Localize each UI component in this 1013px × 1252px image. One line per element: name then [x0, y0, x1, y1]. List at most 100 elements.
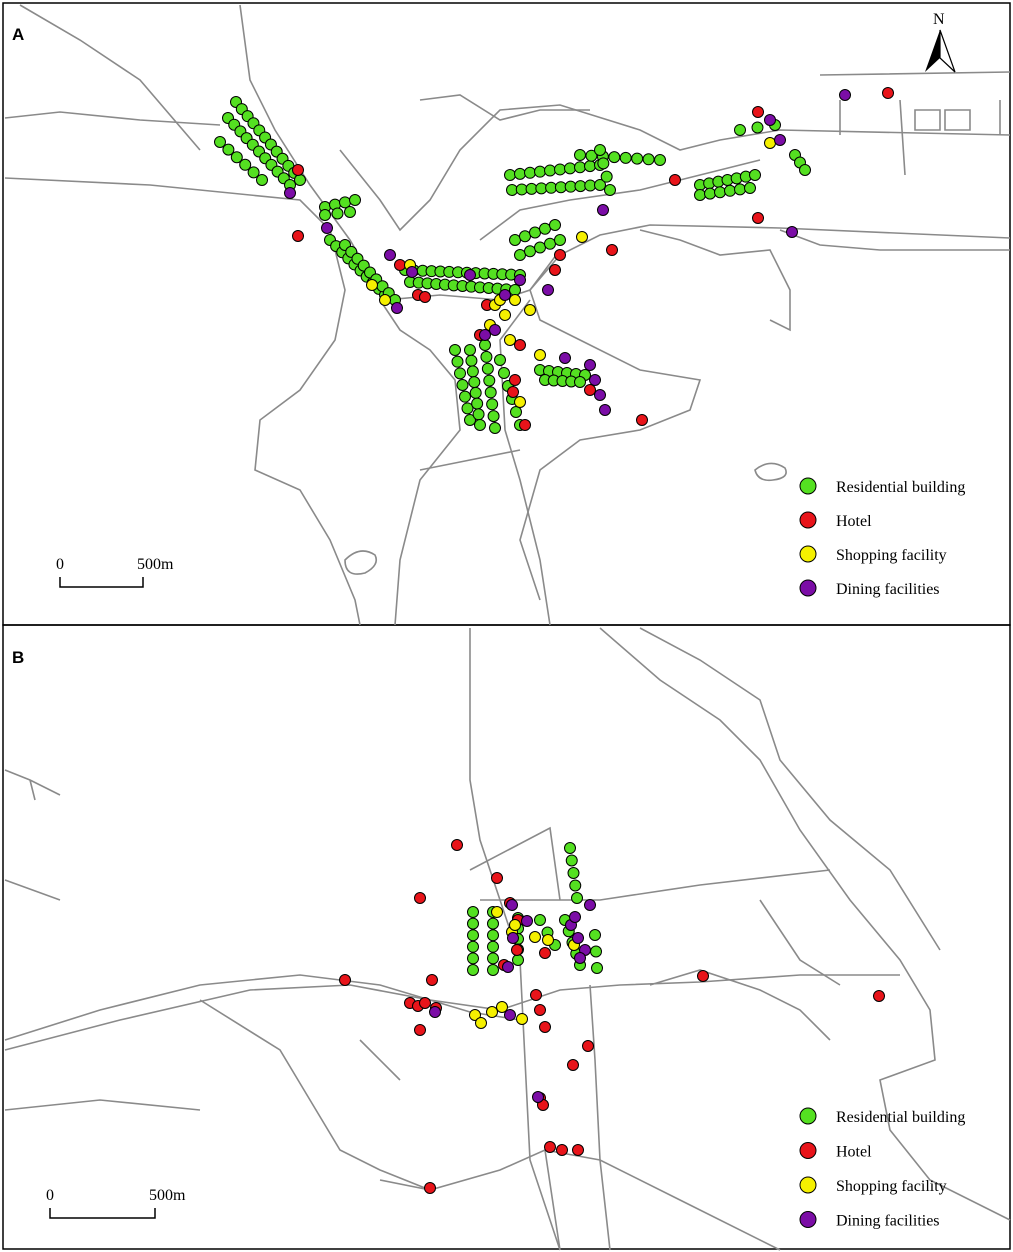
north-label: N	[933, 11, 945, 28]
poi-marker	[487, 964, 499, 976]
poi-marker	[472, 408, 485, 421]
legend-label: Dining facilities	[836, 581, 940, 598]
scale-bar	[49, 1208, 156, 1219]
poi-marker	[529, 226, 541, 239]
panel-frame	[2, 624, 1011, 1250]
poi-marker	[339, 974, 351, 986]
poi-marker	[479, 329, 491, 341]
poi-marker	[654, 154, 666, 166]
poi-marker	[509, 234, 521, 246]
poi-marker	[429, 1006, 441, 1018]
poi-marker	[636, 414, 648, 426]
poi-marker	[734, 183, 746, 196]
poi-marker	[509, 294, 521, 306]
poi-marker	[582, 1040, 594, 1052]
scale-label: 0	[56, 556, 64, 573]
poi-marker	[414, 892, 426, 904]
poi-marker	[464, 269, 476, 281]
poi-marker	[230, 151, 243, 164]
poi-marker	[461, 402, 474, 415]
poi-marker	[344, 206, 356, 218]
poi-marker	[882, 87, 894, 99]
poi-marker	[479, 339, 491, 351]
legend-swatch	[799, 1107, 817, 1125]
poi-marker	[214, 136, 226, 148]
poi-marker	[542, 284, 554, 296]
poi-marker	[530, 989, 542, 1001]
poi-marker	[567, 1059, 579, 1071]
poi-marker	[559, 352, 571, 364]
poi-marker	[591, 962, 603, 974]
poi-marker	[524, 245, 536, 258]
poi-marker	[572, 932, 584, 944]
poi-marker	[456, 379, 469, 391]
poi-marker	[459, 390, 471, 403]
poi-marker	[454, 367, 466, 380]
poi-marker	[839, 89, 851, 101]
poi-marker	[465, 354, 478, 367]
poi-marker	[599, 404, 611, 416]
poi-marker	[734, 124, 746, 136]
poi-marker	[496, 1001, 508, 1013]
poi-marker	[516, 1013, 528, 1025]
poi-marker	[487, 952, 499, 965]
poi-marker	[247, 166, 260, 179]
poi-marker	[406, 266, 418, 278]
poi-marker	[499, 289, 511, 301]
legend-swatch	[799, 545, 817, 563]
poi-marker	[514, 396, 526, 408]
poi-marker	[590, 945, 602, 958]
poi-marker	[744, 182, 756, 194]
poi-marker	[480, 350, 493, 363]
poi-marker	[584, 384, 596, 396]
poi-marker	[504, 334, 516, 346]
poi-marker	[589, 929, 601, 941]
scale-bar	[59, 577, 144, 588]
poi-marker	[751, 121, 764, 134]
poi-marker	[519, 230, 531, 243]
poi-marker	[514, 274, 526, 286]
poi-marker	[774, 134, 786, 146]
poi-marker	[331, 207, 344, 220]
poi-marker	[534, 165, 546, 178]
poi-marker	[379, 294, 391, 306]
poi-marker	[572, 1144, 584, 1156]
legend-label: Residential building	[836, 479, 965, 496]
poi-marker	[752, 212, 764, 224]
poi-marker	[494, 354, 506, 366]
poi-marker	[571, 892, 583, 904]
poi-marker	[294, 174, 306, 186]
poi-marker	[631, 152, 644, 165]
poi-marker	[524, 304, 536, 316]
poi-marker	[222, 143, 235, 156]
legend-swatch	[799, 477, 817, 495]
poi-marker	[499, 309, 511, 321]
poi-marker	[752, 106, 764, 118]
poi-marker	[544, 1141, 556, 1153]
poi-marker	[467, 952, 479, 965]
poi-marker	[597, 204, 609, 216]
poi-marker	[532, 1091, 544, 1103]
poi-marker	[786, 226, 798, 238]
poi-marker	[467, 917, 479, 930]
poi-marker	[569, 879, 582, 892]
poi-marker	[521, 915, 533, 927]
poi-marker	[419, 291, 431, 303]
poi-marker	[534, 349, 546, 361]
poi-marker	[449, 344, 461, 356]
poi-marker	[469, 386, 482, 399]
poi-marker	[292, 230, 304, 242]
poi-marker	[549, 264, 561, 276]
poi-marker	[714, 186, 726, 199]
poi-marker	[498, 367, 510, 379]
poi-marker	[764, 137, 776, 149]
roads-a	[4, 4, 1011, 626]
legend-swatch	[799, 1176, 817, 1194]
poi-marker	[509, 284, 521, 296]
poi-marker	[564, 162, 576, 175]
poi-marker	[704, 187, 716, 200]
poi-marker	[491, 906, 503, 918]
poi-marker	[467, 929, 479, 942]
poi-marker	[471, 397, 484, 410]
legend-swatch	[799, 511, 817, 529]
